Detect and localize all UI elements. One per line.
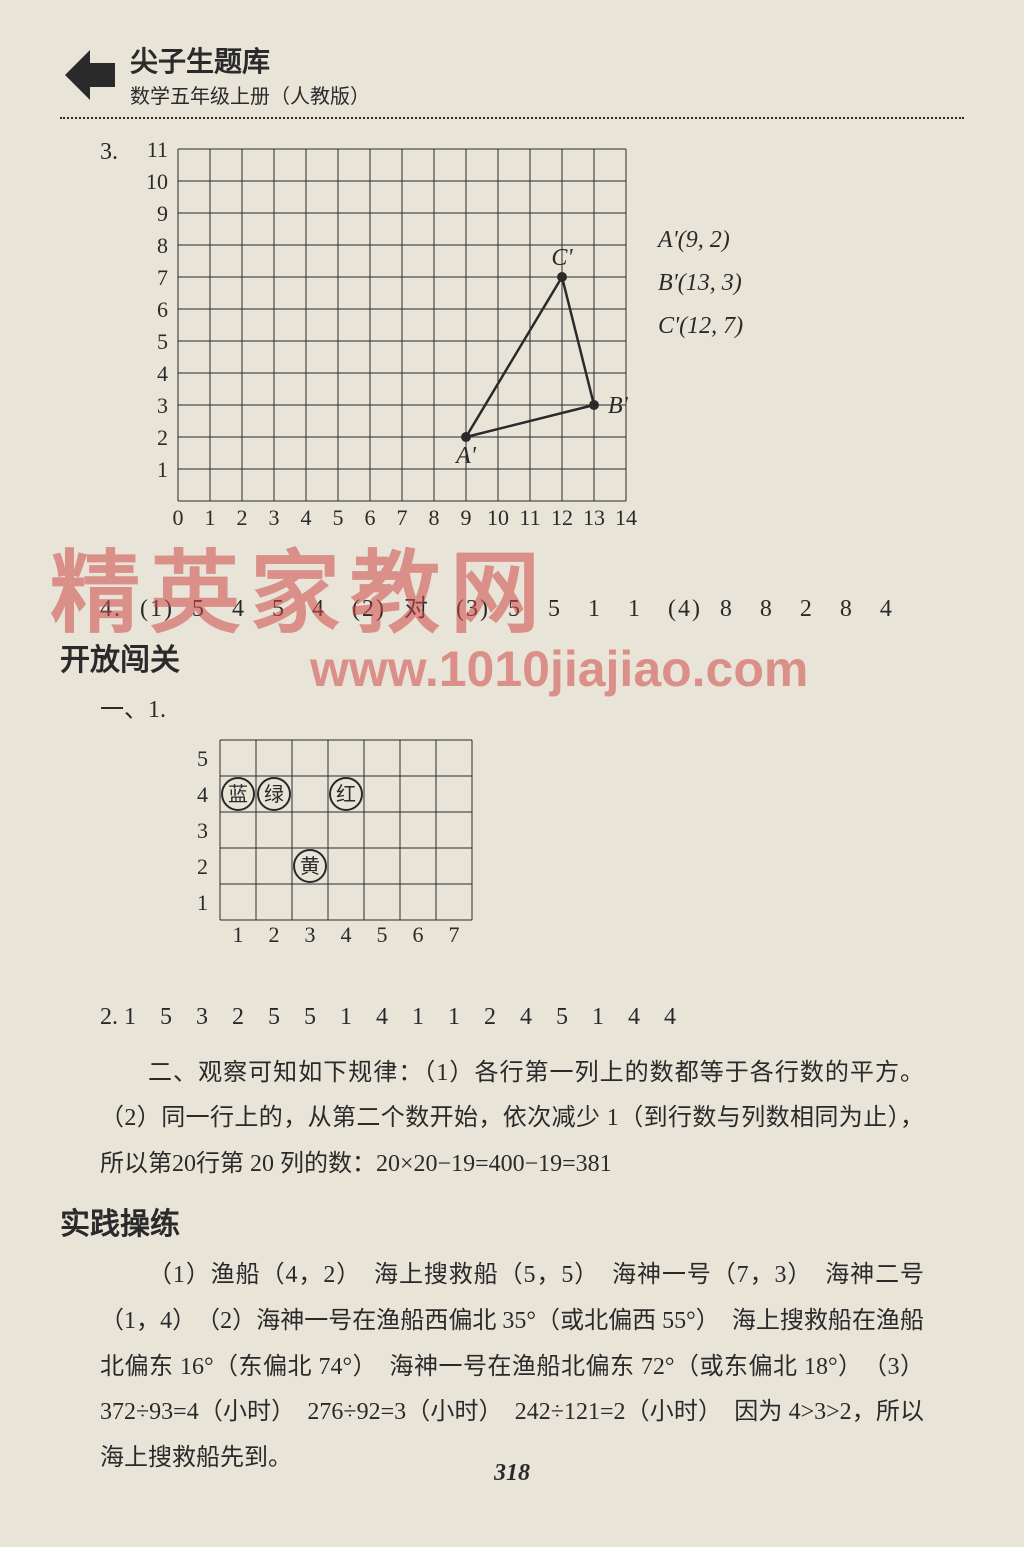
svg-text:2: 2 (197, 854, 208, 879)
svg-text:4: 4 (197, 782, 208, 807)
svg-text:4: 4 (301, 505, 312, 530)
svg-text:蓝: 蓝 (228, 783, 248, 806)
svg-text:10: 10 (146, 169, 168, 194)
svg-text:2: 2 (269, 922, 280, 947)
svg-text:9: 9 (157, 201, 168, 226)
page-header: 尖子生题库 数学五年级上册（人教版） (60, 40, 964, 109)
open-2-answers: 2. 1 5 3 2 5 5 1 4 1 1 2 4 5 1 4 4 (100, 995, 924, 1041)
book-title: 尖子生题库 (130, 40, 370, 80)
svg-text:7: 7 (397, 505, 408, 530)
svg-text:B': B' (608, 393, 629, 419)
svg-text:黄: 黄 (300, 855, 320, 878)
svg-text:6: 6 (157, 297, 168, 322)
svg-text:11: 11 (519, 505, 540, 530)
open-1-label: 一、1. (100, 689, 964, 724)
page-number: 318 (60, 1460, 964, 1487)
coord-a: A'(9, 2) (658, 219, 743, 262)
svg-text:5: 5 (157, 329, 168, 354)
svg-text:1: 1 (205, 505, 216, 530)
svg-text:3: 3 (269, 505, 280, 530)
book-subtitle: 数学五年级上册（人教版） (130, 80, 370, 109)
coord-b: B'(13, 3) (658, 262, 743, 305)
svg-text:3: 3 (157, 393, 168, 418)
problem-4-answers: 4. (1) 5 4 5 4 (2) 对 (3) 5 5 1 1 (4) 8 8… (100, 588, 964, 623)
svg-text:4: 4 (341, 922, 352, 947)
svg-text:2: 2 (237, 505, 248, 530)
svg-text:5: 5 (197, 746, 208, 771)
coordinates-list: A'(9, 2) B'(13, 3) C'(12, 7) (658, 219, 743, 349)
section-practice-heading: 实践操练 (60, 1199, 964, 1243)
svg-text:1: 1 (157, 457, 168, 482)
svg-text:A': A' (454, 443, 477, 469)
svg-text:8: 8 (157, 233, 168, 258)
svg-text:4: 4 (157, 361, 168, 386)
color-token-grid: 123456712345蓝绿红黄 (180, 730, 964, 985)
svg-text:红: 红 (336, 783, 356, 806)
problem-3: 3. 012345678910111213141234567891011A'B'… (100, 139, 964, 564)
svg-text:7: 7 (157, 265, 168, 290)
svg-text:6: 6 (365, 505, 376, 530)
arrow-icon (60, 45, 120, 105)
svg-text:11: 11 (147, 139, 168, 162)
coordinate-chart: 012345678910111213141234567891011A'B'C' (138, 139, 638, 564)
svg-text:9: 9 (461, 505, 472, 530)
svg-text:14: 14 (615, 505, 637, 530)
svg-text:0: 0 (173, 505, 184, 530)
svg-text:1: 1 (197, 890, 208, 915)
practice-body: （1）渔船（4，2） 海上搜救船（5，5） 海神一号（7，3） 海神二号（1，4… (100, 1253, 924, 1481)
svg-text:12: 12 (551, 505, 573, 530)
svg-text:绿: 绿 (264, 783, 284, 806)
svg-text:8: 8 (429, 505, 440, 530)
svg-text:C': C' (551, 245, 573, 271)
svg-text:13: 13 (583, 505, 605, 530)
coord-c: C'(12, 7) (658, 305, 743, 348)
svg-text:2: 2 (157, 425, 168, 450)
svg-text:7: 7 (449, 922, 460, 947)
divider (60, 117, 964, 119)
svg-text:1: 1 (233, 922, 244, 947)
svg-text:5: 5 (377, 922, 388, 947)
svg-text:5: 5 (333, 505, 344, 530)
svg-text:3: 3 (197, 818, 208, 843)
svg-text:6: 6 (413, 922, 424, 947)
section-open-heading: 开放闯关 (60, 635, 964, 679)
open-para2: 二、观察可知如下规律：（1）各行第一列上的数都等于各行数的平方。（2）同一行上的… (100, 1051, 924, 1188)
svg-text:10: 10 (487, 505, 509, 530)
problem-3-label: 3. (100, 139, 118, 166)
svg-text:3: 3 (305, 922, 316, 947)
